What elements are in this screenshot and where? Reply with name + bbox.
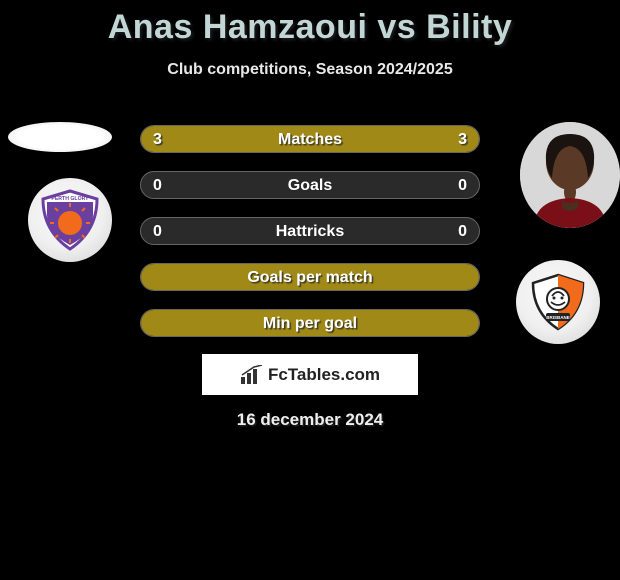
stat-row: 00Hattricks — [140, 217, 480, 245]
brisbane-roar-icon: BRISBANE — [529, 273, 587, 331]
player-right-avatar — [520, 122, 620, 228]
stat-row: 33Matches — [140, 125, 480, 153]
stat-label: Min per goal — [141, 310, 479, 337]
svg-text:BRISBANE: BRISBANE — [546, 315, 570, 320]
player-left-avatar — [8, 122, 112, 152]
perth-glory-icon: PERTH GLORY — [39, 189, 101, 251]
date-text: 16 december 2024 — [0, 410, 620, 430]
page-subtitle: Club competitions, Season 2024/2025 — [0, 61, 620, 79]
stat-label: Goals per match — [141, 264, 479, 291]
chart-icon — [240, 365, 264, 385]
stat-row: Goals per match — [140, 263, 480, 291]
team-left-badge: PERTH GLORY — [28, 178, 112, 262]
stat-label: Hattricks — [141, 218, 479, 245]
page-title: Anas Hamzaoui vs Bility — [0, 0, 620, 47]
svg-text:PERTH GLORY: PERTH GLORY — [51, 196, 89, 202]
team-right-badge: BRISBANE — [516, 260, 600, 344]
stat-label: Matches — [141, 126, 479, 153]
stat-row: 00Goals — [140, 171, 480, 199]
brand-footer: FcTables.com — [202, 354, 418, 395]
stat-label: Goals — [141, 172, 479, 199]
brand-text: FcTables.com — [268, 365, 380, 385]
stats-bars: 33Matches 00Goals 00Hattricks Goals per mat… — [140, 125, 480, 355]
stat-row: Min per goal — [140, 309, 480, 337]
